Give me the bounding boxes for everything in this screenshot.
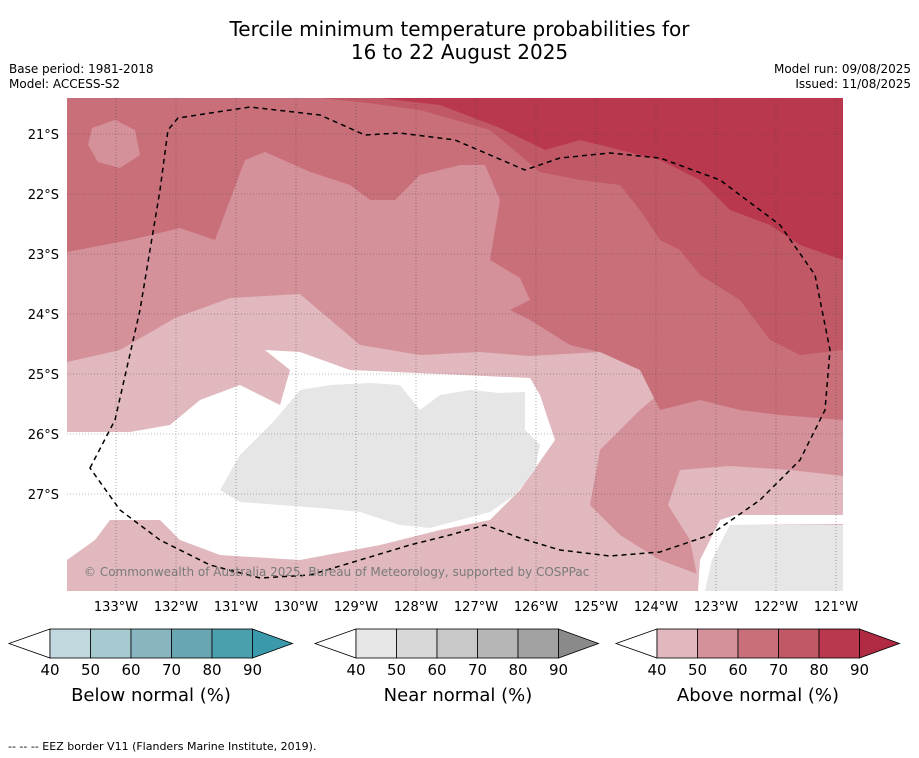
longitude-label: 133°W (94, 600, 138, 615)
colorbar-above-label: Above normal (%) (676, 685, 840, 706)
colorbar-tick-label: 80 (202, 661, 221, 679)
latitude-label: 23°S (28, 248, 59, 263)
colorbar-near-graphic: 40 50 60 70 80 90 (313, 628, 600, 679)
colorbar-tick-label: 90 (549, 661, 568, 679)
colorbar-tick-label: 90 (850, 661, 869, 679)
base-period: Base period: 1981-2018 (9, 62, 154, 76)
region-above-50-mid (235, 152, 530, 335)
copyright-notice: © Commonwealth of Australia 2025, Bureau… (84, 565, 590, 579)
latitude-label: 26°S (28, 428, 59, 443)
latitude-label: 24°S (28, 308, 59, 323)
colorbar-swatch (171, 628, 213, 659)
region-above-50-northwest (88, 120, 140, 168)
colorbar-swatch (778, 628, 820, 659)
colorbar-tick-label: 40 (346, 661, 365, 679)
longitude-label: 128°W (394, 600, 438, 615)
region-above-80-core (380, 98, 843, 260)
latitude-label: 21°S (28, 128, 59, 143)
colorbar-tick-label: 70 (769, 661, 788, 679)
colorbar-extend-high (558, 628, 600, 659)
latitude-label: 22°S (28, 188, 59, 203)
meta-right: Model run: 09/08/2025 Issued: 11/08/2025 (774, 62, 911, 92)
longitude-label: 124°W (634, 600, 678, 615)
colorbar-tick-label: 60 (728, 661, 747, 679)
colorbar-extend-high (859, 628, 901, 659)
title-line-2: 16 to 22 August 2025 (350, 40, 569, 64)
colorbar-swatch (49, 628, 91, 659)
colorbar-extend-low (313, 628, 357, 659)
colorbar-near-label: Near normal (%) (383, 685, 533, 706)
latitude-label: 27°S (28, 488, 59, 503)
issued-date: Issued: 11/08/2025 (795, 77, 911, 91)
chart-title: Tercile minimum temperature probabilitie… (0, 18, 919, 64)
colorbar-swatch (90, 628, 132, 659)
colorbar-below-graphic: 40 50 60 70 80 90 (7, 628, 294, 679)
colorbar-tick-label: 40 (647, 661, 666, 679)
model-name: Model: ACCESS-S2 (9, 77, 121, 91)
longitude-label: 122°W (754, 600, 798, 615)
colorbar-tick-label: 80 (508, 661, 527, 679)
region-no-signal-east (698, 515, 843, 591)
colorbar-tick-label: 90 (243, 661, 262, 679)
region-near-normal-east (705, 525, 843, 591)
colorbar-tick-label: 50 (81, 661, 100, 679)
colorbar-tick-label: 80 (809, 661, 828, 679)
longitude-label: 130°W (274, 600, 318, 615)
longitude-label: 131°W (214, 600, 258, 615)
colorbar-swatch (737, 628, 779, 659)
colorbar-above-graphic: 40 50 60 70 80 90 (614, 628, 901, 679)
eez-legend-footer: -- -- -- EEZ border V11 (Flanders Marine… (8, 740, 317, 753)
colorbar-tick-label: 60 (121, 661, 140, 679)
region-near-normal-40 (220, 383, 540, 528)
colorbar-extend-low (614, 628, 658, 659)
meta-left: Base period: 1981-2018 Model: ACCESS-S2 (9, 62, 154, 92)
colorbar-swatch (355, 628, 397, 659)
colorbar-tick-label: 40 (40, 661, 59, 679)
colorbar-swatch (436, 628, 478, 659)
colorbar-near: 40 50 60 70 80 90 (313, 626, 604, 706)
graticule (67, 98, 843, 591)
colorbar-tick-label: 70 (468, 661, 487, 679)
colorbar-swatch (396, 628, 438, 659)
colorbar-tick-label: 60 (427, 661, 446, 679)
colorbar-swatch (656, 628, 698, 659)
colorbar-swatch (130, 628, 172, 659)
longitude-label: 125°W (574, 600, 618, 615)
colorbar-above: 40 50 60 70 80 90 (614, 626, 905, 706)
longitude-labels: 133°W 132°W 131°W 130°W 129°W 128°W 127°W 126°W… (94, 600, 858, 615)
longitude-label: 127°W (454, 600, 498, 615)
latitude-labels: 21°S 22°S 23°S 24°S 25°S 26°S 27°S (28, 128, 59, 503)
map-fill-layers (67, 98, 843, 591)
longitude-label: 129°W (334, 600, 378, 615)
colorbar-extend-high (252, 628, 294, 659)
longitude-label: 132°W (154, 600, 198, 615)
colorbar-tick-label: 70 (162, 661, 181, 679)
longitude-label: 126°W (514, 600, 558, 615)
colorbar-swatch (818, 628, 860, 659)
colorbar-tick-label: 50 (688, 661, 707, 679)
colorbar-swatch (517, 628, 559, 659)
colorbar-swatch (697, 628, 739, 659)
colorbar-swatch (211, 628, 253, 659)
longitude-label: 123°W (694, 600, 738, 615)
colorbar-tick-label: 50 (387, 661, 406, 679)
probability-map: 21°S22°S23°S24°S25°S26°S27°S 133°W 132°W 1… (28, 98, 858, 615)
colorbar-swatch (477, 628, 519, 659)
model-run: Model run: 09/08/2025 (773, 62, 911, 76)
colorbar-below: 40 50 60 70 80 90 (7, 626, 298, 706)
colorbar-below-label: Below normal (%) (71, 685, 231, 706)
title-line-1: Tercile minimum temperature probabilitie… (229, 17, 690, 41)
latitude-label: 25°S (28, 368, 59, 383)
eez-border (89, 106, 831, 579)
longitude-label: 121°W (814, 600, 858, 615)
colorbar-extend-low (7, 628, 51, 659)
